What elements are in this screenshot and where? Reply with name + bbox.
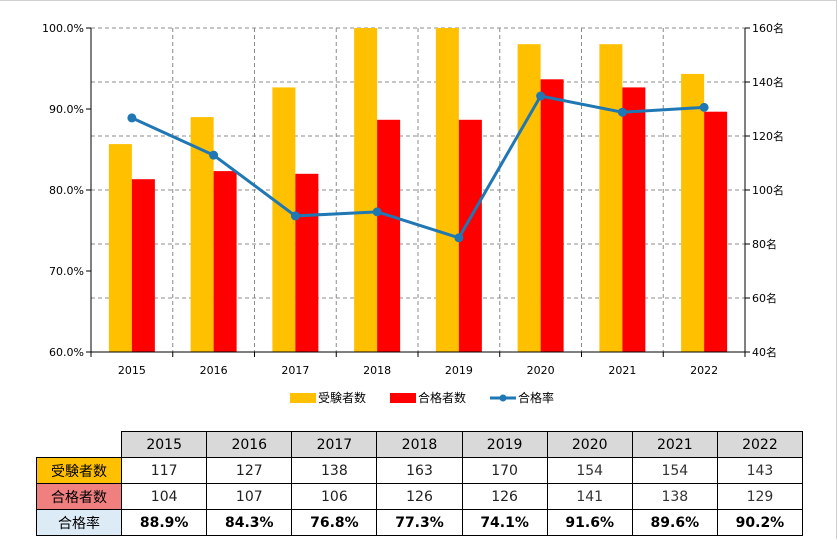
legend-swatch-marker <box>499 394 507 402</box>
table-cell: 154 <box>631 457 718 484</box>
legend-swatch <box>290 393 316 403</box>
year-header: 2017 <box>291 431 378 458</box>
legend-label: 合格者数 <box>418 390 466 405</box>
x-tick-label: 2019 <box>445 364 473 377</box>
table-cell: 106 <box>291 483 378 510</box>
left-tick-label: 90.0% <box>49 103 84 116</box>
table-row-passers: 合格者数 104 107 106 126 126 141 138 129 <box>35 483 804 510</box>
right-tick-label: 60名 <box>752 291 777 305</box>
table-cell: 91.6% <box>546 509 633 536</box>
row-label-passers: 合格者数 <box>35 483 123 510</box>
table-header-row: 2015 2016 2017 2018 2019 2020 2021 2022 <box>36 431 804 458</box>
table-cell: 170 <box>461 457 548 484</box>
data-table: 2015 2016 2017 2018 2019 2020 2021 2022 … <box>35 431 804 536</box>
year-header: 2015 <box>121 431 208 458</box>
pass-rate-point <box>209 150 219 160</box>
table-cell: 154 <box>546 457 633 484</box>
year-header: 2019 <box>461 431 548 458</box>
bar-examinees <box>681 73 705 353</box>
table-cell: 74.1% <box>461 509 548 536</box>
table-cell: 129 <box>716 483 804 510</box>
bar-examinees <box>354 28 378 352</box>
year-header: 2016 <box>206 431 293 458</box>
right-tick-label: 100名 <box>752 183 784 197</box>
pass-rate-point <box>454 233 464 243</box>
pass-rate-point <box>617 107 627 117</box>
bar-examinees <box>190 117 214 352</box>
year-header: 2018 <box>376 431 463 458</box>
row-label-examinees: 受験者数 <box>35 457 123 484</box>
combo-chart: 60.0% 70.0% 80.0% 90.0% 100.0% 40名 60名 80名 100名 1… <box>42 21 784 405</box>
table-cell: 90.2% <box>716 509 804 536</box>
bar-passers <box>213 171 237 352</box>
pass-rate-point <box>699 102 709 112</box>
pass-rate-point <box>290 211 300 221</box>
table-cell: 163 <box>376 457 463 484</box>
table-cell: 107 <box>206 483 293 510</box>
x-tick-label: 2015 <box>118 364 146 377</box>
year-header: 2021 <box>631 431 718 458</box>
table-cell: 126 <box>376 483 463 510</box>
x-tick-label: 2017 <box>281 364 309 377</box>
left-tick-label: 60.0% <box>49 346 84 359</box>
table-cell: 126 <box>461 483 548 510</box>
pass-rate-line <box>131 94 705 240</box>
x-tick-label: 2020 <box>527 364 555 377</box>
left-tick-label: 100.0% <box>42 22 84 35</box>
right-tick-label: 40名 <box>752 345 777 359</box>
bar-examinees <box>435 28 459 352</box>
table-cell: 117 <box>121 457 208 484</box>
right-tick-label: 120名 <box>752 129 784 143</box>
table-cell: 143 <box>716 457 804 484</box>
x-tick-label: 2021 <box>608 364 636 377</box>
pass-rate-point <box>536 91 546 101</box>
table-cell: 77.3% <box>376 509 463 536</box>
right-tick-label: 140名 <box>752 75 784 89</box>
legend-label: 受験者数 <box>318 390 366 405</box>
bar-examinees <box>272 87 296 353</box>
table-cell: 138 <box>291 457 378 484</box>
table-cell: 127 <box>206 457 293 484</box>
bar-passers <box>458 119 482 352</box>
bar-passers <box>540 79 564 353</box>
table-cell: 84.3% <box>206 509 293 536</box>
year-header: 2020 <box>546 431 633 458</box>
legend-label: 合格率 <box>518 390 554 405</box>
x-tick-label: 2022 <box>690 364 718 377</box>
left-tick-label: 70.0% <box>49 265 84 278</box>
bar-passers <box>131 179 155 352</box>
bar-passers <box>295 173 319 352</box>
table-cell: 76.8% <box>291 509 378 536</box>
bar-passers <box>622 87 646 353</box>
x-tick-label: 2018 <box>363 364 391 377</box>
pass-rate-point <box>127 113 137 123</box>
bar-examinees <box>517 44 541 352</box>
bar-examinees <box>599 44 623 352</box>
pass-rate-point <box>372 207 382 217</box>
table-cell: 89.6% <box>631 509 718 536</box>
left-tick-label: 80.0% <box>49 184 84 197</box>
x-tick-label: 2016 <box>200 364 228 377</box>
right-tick-label: 80名 <box>752 237 777 251</box>
right-tick-label: 160名 <box>752 21 784 35</box>
year-header: 2022 <box>716 431 804 458</box>
row-label-pass-rate: 合格率 <box>35 509 123 536</box>
table-cell: 141 <box>546 483 633 510</box>
table-cell: 88.9% <box>121 509 208 536</box>
bar-passers <box>704 111 728 352</box>
table-row-examinees: 受験者数 117 127 138 163 170 154 154 143 <box>35 457 804 484</box>
table-row-pass-rate: 合格率 88.9% 84.3% 76.8% 77.3% 74.1% 91.6% … <box>35 509 804 536</box>
table-cell: 104 <box>121 483 208 510</box>
table-corner <box>36 431 123 458</box>
table-cell: 138 <box>631 483 718 510</box>
legend-swatch <box>390 393 416 403</box>
bar-examinees <box>108 144 132 352</box>
bar-passers <box>377 119 401 352</box>
